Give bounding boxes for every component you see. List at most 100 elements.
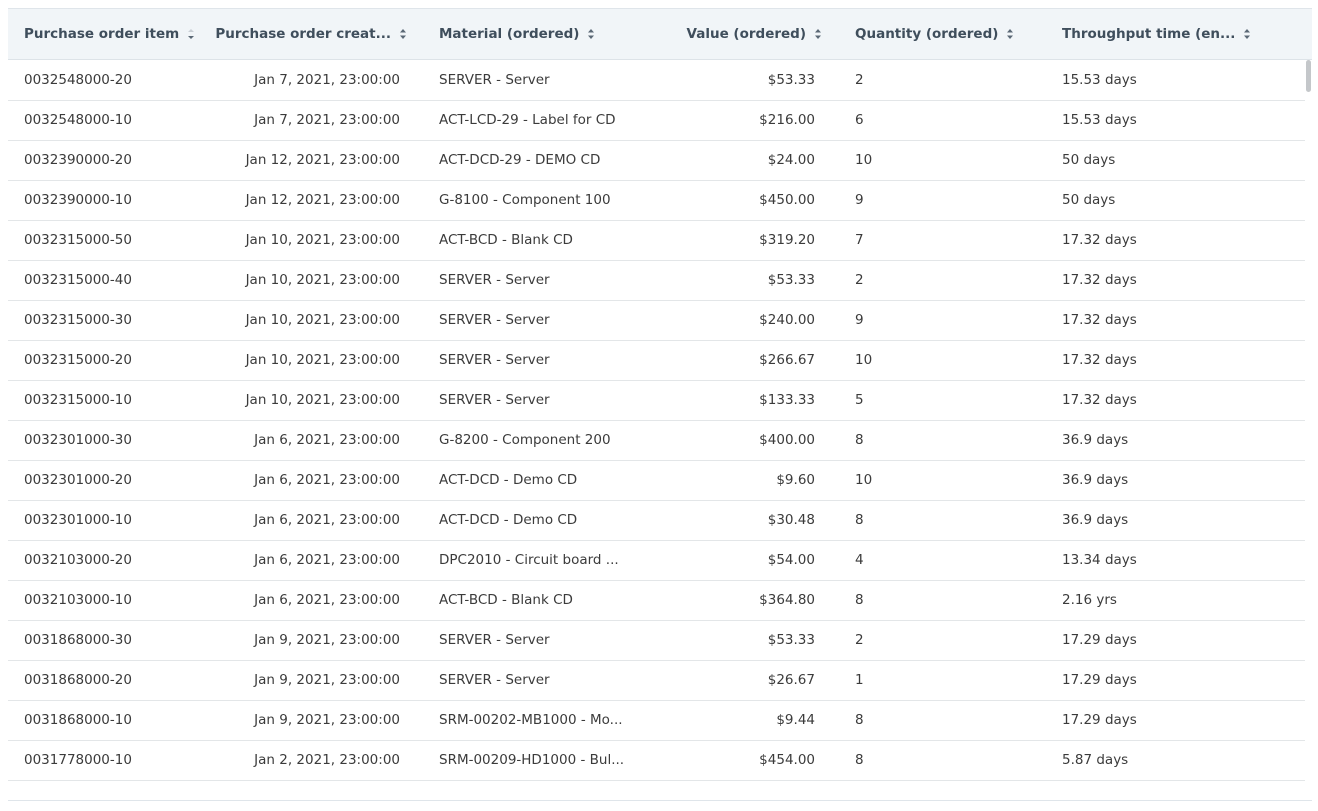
column-header[interactable]: Value (ordered)	[687, 9, 822, 59]
table-row[interactable]: 0032315000-20 Jan 10, 2021, 23:00:00 SERVE…	[8, 340, 1305, 381]
column-header[interactable]: Quantity (ordered)	[855, 9, 1014, 59]
table-cell: 13.34 days	[1062, 552, 1137, 568]
table-cell: Jan 9, 2021, 23:00:00	[254, 712, 400, 728]
table-cell: Jan 10, 2021, 23:00:00	[245, 232, 400, 248]
sort-icon[interactable]	[1006, 28, 1014, 40]
table-cell: 0032301000-20	[24, 472, 132, 488]
table-row[interactable]: 0032315000-30 Jan 10, 2021, 23:00:00 SERVE…	[8, 300, 1305, 341]
table-row[interactable]: 0031868000-10 Jan 9, 2021, 23:00:00 SRM-00…	[8, 700, 1305, 741]
table-header: Purchase order item Purchase order creat.…	[8, 9, 1312, 60]
table-cell: $53.33	[767, 72, 815, 88]
table-cell: 4	[855, 552, 864, 568]
table-cell: Jan 6, 2021, 23:00:00	[254, 472, 400, 488]
table-row[interactable]: 0032301000-10 Jan 6, 2021, 23:00:00 ACT-DC…	[8, 500, 1305, 541]
table-cell: 0032390000-20	[24, 152, 132, 168]
table-cell: Jan 6, 2021, 23:00:00	[254, 592, 400, 608]
table-row[interactable]: 0031868000-30 Jan 9, 2021, 23:00:00 SERVER…	[8, 620, 1305, 661]
column-header[interactable]: Purchase order creat...	[215, 9, 407, 59]
table-cell: 10	[855, 352, 873, 368]
column-header-text[interactable]: Purchase order creat...	[215, 26, 391, 42]
table-cell: 0032301000-10	[24, 512, 132, 528]
sort-icon[interactable]	[399, 28, 407, 40]
table-cell: 36.9 days	[1062, 472, 1129, 488]
table-cell: 7	[855, 232, 864, 248]
table-cell: SERVER - Server	[439, 672, 550, 688]
sort-icon[interactable]	[187, 28, 195, 40]
sort-icon[interactable]	[814, 28, 822, 40]
table-cell: 2	[855, 632, 864, 648]
table-row[interactable]: 0032548000-20 Jan 7, 2021, 23:00:00 SERVER…	[8, 60, 1305, 101]
table-cell: Jan 10, 2021, 23:00:00	[245, 312, 400, 328]
table-cell: 1	[855, 672, 864, 688]
table-row[interactable]: 0032301000-20 Jan 6, 2021, 23:00:00 ACT-DC…	[8, 460, 1305, 501]
table-row[interactable]: 0031868000-20 Jan 9, 2021, 23:00:00 SERVER…	[8, 660, 1305, 701]
table-cell: 10	[855, 152, 873, 168]
table-cell: SERVER - Server	[439, 392, 550, 408]
table-row[interactable]: 0032390000-20 Jan 12, 2021, 23:00:00 ACT-D…	[8, 140, 1305, 181]
column-header-text[interactable]: Value (ordered)	[686, 26, 806, 42]
table-row[interactable]: 0032103000-10 Jan 6, 2021, 23:00:00 ACT-BC…	[8, 580, 1305, 621]
table-cell: $400.00	[759, 432, 815, 448]
table-cell: 17.29 days	[1062, 712, 1137, 728]
table-cell: 0031868000-20	[24, 672, 132, 688]
table-cell: 5.87 days	[1062, 752, 1129, 768]
table-cell: 2	[855, 72, 864, 88]
table-cell: 8	[855, 512, 864, 528]
table-cell: 0032315000-30	[24, 312, 132, 328]
column-header-text[interactable]: Throughput time (en...	[1062, 26, 1236, 42]
table-cell: 8	[855, 592, 864, 608]
table-cell: ACT-DCD-29 - DEMO CD	[439, 152, 601, 168]
column-header[interactable]: Throughput time (en...	[1062, 9, 1251, 59]
table-cell: 9	[855, 192, 864, 208]
scrollbar[interactable]	[1306, 60, 1311, 92]
table-row[interactable]: 0032390000-10 Jan 12, 2021, 23:00:00 G-810…	[8, 180, 1305, 221]
table-cell: 0031868000-10	[24, 712, 132, 728]
table-cell: 17.32 days	[1062, 312, 1137, 328]
table-cell: 15.53 days	[1062, 112, 1137, 128]
table-cell: Jan 10, 2021, 23:00:00	[245, 392, 400, 408]
table-cell: SRM-00209-HD1000 - Bul...	[439, 752, 625, 768]
table-cell: 17.32 days	[1062, 232, 1137, 248]
table-cell: $24.00	[767, 152, 815, 168]
table-row[interactable]: 0031778000-10 Jan 2, 2021, 23:00:00 SRM-00…	[8, 740, 1305, 781]
table-cell: Jan 7, 2021, 23:00:00	[254, 112, 400, 128]
column-header[interactable]: Purchase order item	[24, 9, 195, 59]
table-cell: 0031778000-10	[24, 752, 132, 768]
table-row[interactable]: 0032301000-30 Jan 6, 2021, 23:00:00 G-8200…	[8, 420, 1305, 461]
table-cell: 50 days	[1062, 192, 1116, 208]
table-cell: G-8200 - Component 200	[439, 432, 611, 448]
table-cell: 15.53 days	[1062, 72, 1137, 88]
table-row[interactable]: 0032103000-20 Jan 6, 2021, 23:00:00 DPC201…	[8, 540, 1305, 581]
table-cell: 6	[855, 112, 864, 128]
table-row[interactable]: 0032315000-40 Jan 10, 2021, 23:00:00 SERVE…	[8, 260, 1305, 301]
table-cell: 8	[855, 712, 864, 728]
table-cell: $53.33	[767, 632, 815, 648]
table-cell: $240.00	[759, 312, 815, 328]
table-cell: 0032315000-20	[24, 352, 132, 368]
table-cell: $26.67	[767, 672, 815, 688]
column-header-text[interactable]: Material (ordered)	[439, 26, 580, 42]
table-row[interactable]: 0032315000-10 Jan 10, 2021, 23:00:00 SERVE…	[8, 380, 1305, 421]
table-row[interactable]: 0032548000-10 Jan 7, 2021, 23:00:00 ACT-LC…	[8, 100, 1305, 141]
table-cell: 50 days	[1062, 152, 1116, 168]
table-cell: ACT-BCD - Blank CD	[439, 232, 573, 248]
table-row[interactable]: 0032315000-50 Jan 10, 2021, 23:00:00 ACT-B…	[8, 220, 1305, 261]
table-cell: 0032548000-20	[24, 72, 132, 88]
table-cell: SERVER - Server	[439, 352, 550, 368]
table-cell: 0032390000-10	[24, 192, 132, 208]
sort-icon[interactable]	[587, 28, 595, 40]
column-header-text[interactable]: Quantity (ordered)	[855, 26, 999, 42]
table-cell: 0032103000-20	[24, 552, 132, 568]
table-cell: $9.60	[776, 472, 815, 488]
column-header[interactable]: Material (ordered)	[439, 9, 595, 59]
table-cell: ACT-DCD - Demo CD	[439, 512, 578, 528]
column-header-text[interactable]: Purchase order item	[24, 26, 180, 42]
table-cell: $54.00	[767, 552, 815, 568]
table-cell: $216.00	[759, 112, 815, 128]
sort-icon[interactable]	[1243, 28, 1251, 40]
table-cell: Jan 9, 2021, 23:00:00	[254, 632, 400, 648]
table-cell: 0032301000-30	[24, 432, 132, 448]
table-cell: SERVER - Server	[439, 272, 550, 288]
table-cell: Jan 6, 2021, 23:00:00	[254, 552, 400, 568]
table-cell: SERVER - Server	[439, 72, 550, 88]
